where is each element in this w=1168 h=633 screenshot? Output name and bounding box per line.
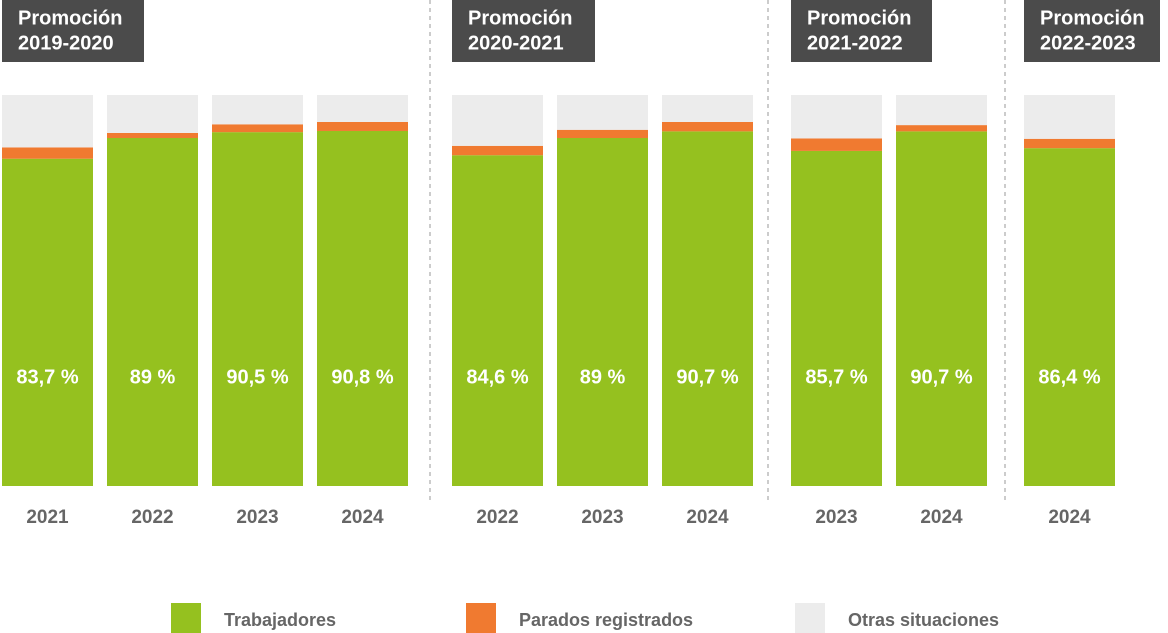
value-label: 84,6 %: [466, 366, 528, 388]
group-title: 2022-2023: [1040, 32, 1136, 54]
bar-segment: [1024, 138, 1115, 149]
group-title: 2020-2021: [468, 32, 564, 54]
x-tick-label: 2024: [686, 507, 729, 528]
value-label: 83,7 %: [16, 366, 78, 388]
bar-segment: [317, 95, 408, 122]
bar-segment: [317, 130, 408, 487]
bar-segment: [212, 124, 303, 133]
value-label: 90,8 %: [331, 366, 393, 388]
group-title: Promoción: [807, 7, 911, 29]
value-label: 86,4 %: [1038, 366, 1100, 388]
group-title: Promoción: [468, 7, 572, 29]
legend-swatch: [795, 603, 825, 633]
legend-swatch: [466, 603, 496, 633]
group-title: Promoción: [18, 7, 122, 29]
group-title: 2021-2022: [807, 32, 903, 54]
bar-segment: [1024, 148, 1115, 486]
x-tick-label: 2021: [26, 507, 69, 528]
bar-segment: [107, 138, 198, 486]
bar-segment: [896, 125, 987, 132]
bar-segment: [791, 138, 882, 151]
group-title-box: [1024, 0, 1160, 62]
bar-segment: [896, 95, 987, 126]
x-tick-label: 2024: [920, 507, 963, 528]
x-tick-label: 2023: [236, 507, 278, 528]
group-title: 2019-2020: [18, 32, 114, 54]
value-label: 89 %: [580, 366, 626, 388]
bar-segment: [452, 145, 543, 156]
bar-segment: [452, 155, 543, 487]
bar-segment: [2, 95, 93, 148]
legend-label: Trabajadores: [224, 610, 336, 630]
bar-segment: [452, 95, 543, 146]
bar-segment: [557, 129, 648, 139]
bar-segment: [317, 121, 408, 131]
bar-segment: [791, 95, 882, 139]
bar-segment: [212, 132, 303, 486]
group-title-box: [2, 0, 144, 62]
bar-segment: [557, 95, 648, 130]
group-title: Promoción: [1040, 7, 1144, 29]
value-label: 90,7 %: [910, 366, 972, 388]
bar-segment: [896, 131, 987, 486]
x-tick-label: 2024: [341, 507, 384, 528]
x-tick-label: 2022: [476, 507, 518, 528]
bar-segment: [107, 132, 198, 139]
bar-segment: [2, 147, 93, 159]
x-tick-label: 2023: [581, 507, 623, 528]
bar-segment: [662, 95, 753, 122]
legend-label: Parados registrados: [519, 610, 693, 630]
value-label: 90,5 %: [226, 366, 288, 388]
legend-label: Otras situaciones: [848, 610, 999, 630]
bar-segment: [662, 131, 753, 486]
value-label: 90,7 %: [676, 366, 738, 388]
group-title-box: [791, 0, 932, 62]
value-label: 85,7 %: [805, 366, 867, 388]
bar-segment: [791, 150, 882, 486]
bar-segment: [557, 138, 648, 486]
bar-segment: [107, 95, 198, 133]
group-title-box: [452, 0, 595, 62]
value-label: 89 %: [130, 366, 176, 388]
bar-segment: [1024, 95, 1115, 139]
bar-segment: [662, 121, 753, 132]
legend-swatch: [171, 603, 201, 633]
x-tick-label: 2024: [1048, 507, 1091, 528]
bar-segment: [212, 95, 303, 125]
x-tick-label: 2023: [815, 507, 857, 528]
x-tick-label: 2022: [131, 507, 173, 528]
bar-segment: [2, 158, 93, 486]
